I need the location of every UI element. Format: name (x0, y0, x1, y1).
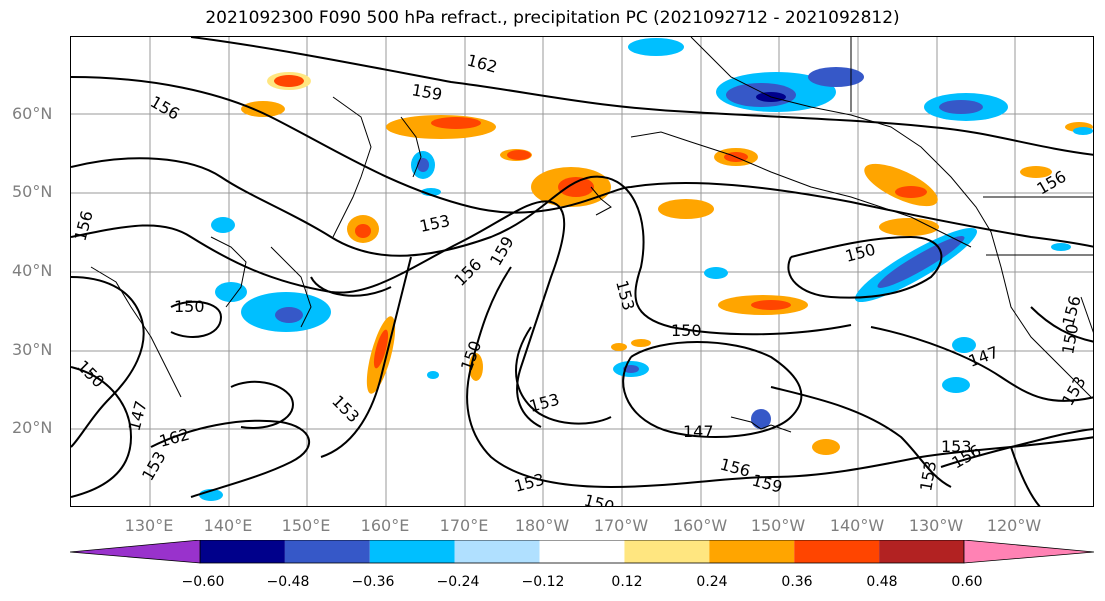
contour-label: 159 (410, 80, 443, 104)
contour-label: 156 (71, 209, 97, 243)
colorbar-tick: −0.12 (521, 574, 565, 590)
colorbar-tick: −0.48 (266, 574, 310, 590)
colorbar-tick: 0.60 (951, 574, 983, 590)
lon-label-120w: 120°W (986, 516, 1042, 535)
chart-title: 2021092300 F090 500 hPa refract., precip… (205, 8, 900, 28)
contour-label: 153 (612, 278, 638, 312)
lon-label-160w: 160°W (672, 516, 728, 535)
contour-label: 150 (671, 321, 702, 340)
contour-label: 156 (718, 455, 752, 481)
contour-label: 153 (328, 391, 363, 426)
colorbar-cell (454, 540, 540, 563)
lon-label-130e: 130°E (124, 516, 174, 535)
map-svg: 162 159 156 156 153 150 150 150 156 159 … (71, 37, 1093, 507)
contour-label: 153 (941, 437, 972, 456)
lon-label-150e: 150°E (281, 516, 331, 535)
lon-label-170w: 170°W (593, 516, 649, 535)
colorbar-tick: 0.48 (866, 574, 898, 590)
colorbar-tick: 0.24 (696, 574, 728, 590)
colorbar-cell (539, 540, 625, 563)
colorbar-max-arrow (963, 540, 1094, 564)
colorbar-cell (624, 540, 710, 563)
lat-label-30n: 30°N (12, 340, 53, 359)
lon-label-160e: 160°E (360, 516, 410, 535)
colorbar-cell (794, 540, 880, 563)
contour-label: 162 (465, 51, 499, 77)
map-panel: 162 159 156 156 153 150 150 150 156 159 … (70, 36, 1094, 507)
contour-label: 159 (486, 233, 518, 269)
precip-positive-areas (241, 72, 1093, 455)
lon-label-180w: 180°W (514, 516, 570, 535)
colorbar-tick: −0.24 (436, 574, 480, 590)
contour-label: 147 (125, 399, 151, 433)
lon-label-150w: 150°W (750, 516, 806, 535)
contour-label: 150 (582, 491, 616, 507)
colorbar-cell (284, 540, 370, 563)
contour-label: 156 (147, 92, 183, 124)
contour-lines (71, 37, 1093, 506)
colorbar (70, 540, 1094, 564)
colorbar-cell (200, 540, 285, 563)
colorbar-tick: 0.12 (611, 574, 643, 590)
contour-label: 153 (527, 390, 561, 416)
lat-label-20n: 20°N (12, 418, 53, 437)
contour-label: 150 (174, 297, 205, 316)
contour-label: 153 (138, 448, 170, 484)
lat-label-60n: 60°N (12, 104, 53, 123)
colorbar-cell (879, 540, 964, 563)
contour-label: 150 (73, 356, 108, 391)
lat-label-50n: 50°N (12, 182, 53, 201)
colorbar-tick: −0.60 (181, 574, 225, 590)
colorbar-cells (199, 540, 965, 564)
colorbar-tick: −0.36 (351, 574, 395, 590)
colorbar-min-arrow (70, 540, 201, 564)
colorbar-tick: 0.36 (781, 574, 813, 590)
lat-label-40n: 40°N (12, 261, 53, 280)
colorbar-cell (369, 540, 455, 563)
precip-negative-areas (199, 38, 1093, 501)
lon-label-170e: 170°E (439, 516, 489, 535)
lon-label-130w: 130°W (908, 516, 964, 535)
colorbar-cell (709, 540, 795, 563)
contour-label: 147 (683, 422, 714, 441)
lon-label-140w: 140°W (829, 516, 885, 535)
contour-label: 153 (512, 470, 546, 496)
coastlines (90, 37, 1093, 433)
contour-label: 156 (450, 255, 485, 290)
contour-label: 153 (418, 211, 452, 236)
lon-label-140e: 140°E (203, 516, 253, 535)
